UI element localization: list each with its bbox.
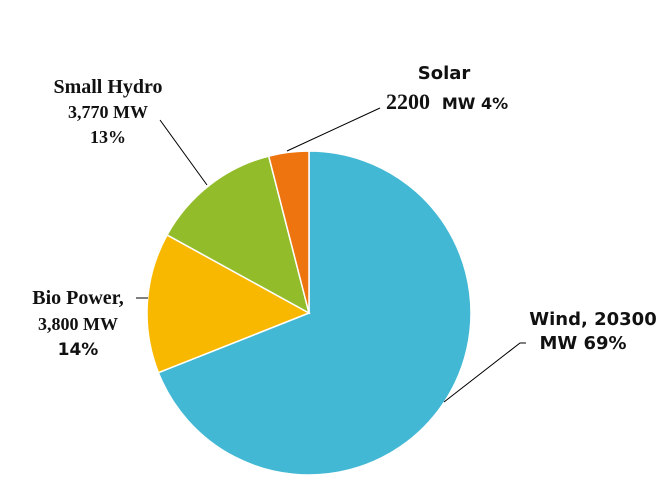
solar-label-line-3: MW 4%: [442, 94, 508, 113]
solar-label-value: 2200: [386, 89, 430, 114]
small-hydro-label-line-1: Small Hydro: [53, 76, 162, 98]
leader-lines: [136, 107, 526, 403]
small-hydro-label: Small Hydro 3,770 MW 13%: [53, 76, 162, 147]
pie-slice-solar: [267, 150, 310, 314]
wind-label-line-1: Wind, 20300: [529, 309, 656, 330]
pie-slice-small-hydro: [166, 155, 311, 315]
pie-slice-wind: [157, 150, 472, 476]
small-hydro-label-line-2: 3,770 MW: [68, 102, 148, 122]
bio-power-label-line-2: 3,800 MW: [38, 314, 118, 334]
bio-power-label-line-1: Bio Power,: [32, 287, 123, 309]
pie-slices: [146, 150, 472, 476]
small-hydro-label-line-3: 13%: [90, 127, 126, 147]
bio-power-label: Bio Power, 3,800 MW 14%: [32, 287, 123, 360]
pie-slice-bio-power: [146, 233, 311, 374]
wind-leader-line: [443, 342, 526, 403]
wind-label: Wind, 20300 MW 69%: [529, 309, 656, 354]
solar-label-line-1: Solar: [418, 63, 471, 84]
solar-leader-line: [286, 107, 381, 152]
solar-label: Solar 2200 MW 4%: [386, 63, 508, 114]
bio-power-label-line-3: 14%: [58, 340, 99, 360]
wind-label-line-2: MW 69%: [539, 333, 626, 354]
small-hydro-leader-line: [159, 119, 208, 186]
